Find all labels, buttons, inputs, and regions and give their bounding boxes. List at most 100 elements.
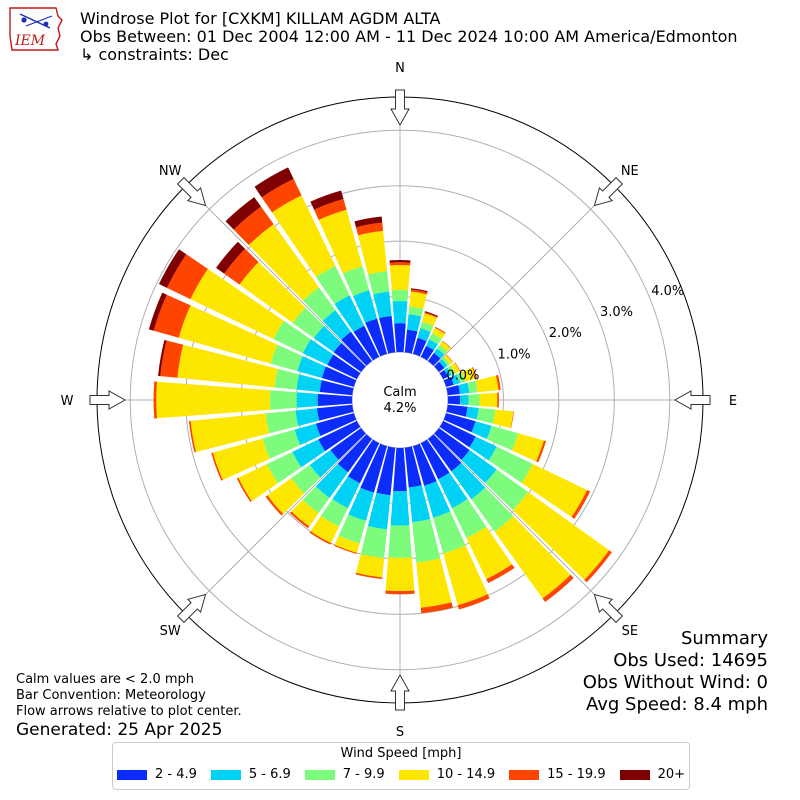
windrose-bar-30-bin-5 — [434, 326, 446, 334]
windrose-bar-190-bin-1 — [376, 446, 396, 496]
windrose-bar-120-bin-4 — [521, 463, 588, 518]
windrose-bar-270-bin-1 — [317, 393, 353, 407]
compass-label-s: S — [396, 725, 404, 740]
compass-arrow-n-icon — [390, 89, 410, 127]
windrose-bar-270-bin-4 — [156, 381, 271, 419]
windrose-bar-30-bin-3 — [429, 333, 442, 345]
windrose-bar-190-bin-3 — [360, 526, 388, 559]
windrose-bar-60-bin-5 — [454, 362, 461, 372]
windrose-bar-40-bin-3 — [437, 344, 448, 355]
windrose-bar-330-bin-5 — [261, 178, 302, 213]
windrose-bar-230-bin-1 — [330, 428, 366, 460]
windrose-bar-160-bin-3 — [433, 511, 466, 554]
iem-logo-icon: IEM — [9, 7, 63, 51]
windrose-bar-100-bin-1 — [446, 404, 468, 417]
windrose-bar-330-bin-1 — [353, 325, 380, 361]
windrose-bar-10-bin-2 — [407, 314, 422, 332]
windrose-bar-40-bin-4 — [439, 341, 451, 352]
windrose-bar-230-bin-3 — [291, 464, 321, 494]
windrose-bar-180-bin-2 — [390, 490, 410, 526]
windrose-bar-160-bin-2 — [424, 481, 451, 518]
legend-label: 7 - 9.9 — [342, 767, 385, 782]
windrose-bar-290-bin-6 — [148, 292, 167, 331]
windrose-bar-100-bin-4 — [492, 409, 514, 429]
legend-swatch — [398, 769, 429, 780]
windrose-bar-270-bin-2 — [296, 392, 318, 408]
windrose-bar-210-bin-1 — [347, 439, 380, 484]
windrose-bar-140-bin-4 — [494, 516, 571, 599]
windrose-bar-260-bin-1 — [316, 404, 354, 421]
windrose-bar-110-bin-5 — [536, 440, 547, 463]
windrose-bar-220-bin-5 — [289, 511, 310, 529]
windrose-bar-300-bin-4 — [190, 268, 284, 340]
windrose-bar-230-bin-2 — [309, 450, 339, 478]
windrose-bar-350-bin-3 — [368, 271, 390, 295]
windrose-bar-270-bin-5 — [153, 381, 158, 419]
windrose-bar-340-bin-3 — [342, 266, 370, 297]
compass-label-ne: NE — [621, 164, 639, 179]
windrose-bar-250-bin-3 — [262, 429, 301, 459]
windrose-bar-50-bin-3 — [441, 357, 450, 366]
windrose-bar-100-bin-5 — [510, 411, 514, 429]
windrose-bar-290-bin-2 — [297, 356, 326, 379]
compass-arrow-e-icon — [673, 390, 711, 410]
obs-range: Obs Between: 01 Dec 2004 12:00 AM - 11 D… — [80, 27, 738, 46]
windrose-bar-290-bin-4 — [178, 305, 278, 364]
windrose-bar-150-bin-4 — [466, 526, 513, 580]
compass-label-w: W — [61, 394, 74, 409]
windrose-bar-40-bin-1 — [428, 352, 441, 366]
windrose-bar-280-bin-5 — [160, 340, 184, 378]
radial-tick-label: 2.0% — [549, 326, 582, 341]
legend-label: 2 - 4.9 — [154, 767, 197, 782]
windrose-bar-340-bin-2 — [353, 290, 378, 323]
angular-gridline — [185, 185, 367, 367]
windrose-bar-280-bin-2 — [296, 374, 322, 392]
windrose-bar-300-bin-6 — [158, 249, 187, 288]
windrose-bar-260-bin-4 — [190, 413, 270, 452]
windrose-bar-290-bin-5 — [153, 294, 191, 338]
windrose-bar-170-bin-4 — [416, 558, 452, 608]
calm-label: Calm — [383, 385, 416, 400]
bar-convention-note: Bar Convention: Meteorology — [16, 688, 206, 703]
windrose-bar-260-bin-5 — [188, 420, 197, 453]
compass-label-sw: SW — [160, 624, 181, 639]
windrose-bar-10-bin-3 — [408, 306, 424, 317]
windrose-bar-30-bin-4 — [432, 327, 446, 339]
windrose-bar-320-bin-4 — [248, 224, 319, 301]
windrose-bar-300-bin-1 — [327, 354, 361, 380]
windrose-bar-90-bin-4 — [479, 392, 498, 408]
windrose-bar-110-bin-1 — [443, 412, 476, 433]
windrose-bar-350-bin-1 — [379, 315, 396, 354]
windrose-bar-330-bin-6 — [254, 167, 294, 198]
compass-arrow-sw-icon — [176, 593, 207, 624]
windrose-bar-20-bin-2 — [417, 328, 431, 342]
radial-gridline — [351, 351, 449, 449]
compass-label-e: E — [729, 394, 737, 409]
windrose-bar-330-bin-4 — [272, 195, 336, 278]
windrose-bar-320-bin-6 — [225, 197, 262, 230]
windrose-bar-300-bin-3 — [273, 320, 311, 354]
windrose-bar-110-bin-4 — [511, 433, 544, 462]
compass-arrow-ne-icon — [593, 176, 624, 207]
windrose-bar-70-bin-4 — [461, 367, 477, 382]
windrose-bar-250-bin-2 — [294, 423, 321, 446]
compass-arrow-nw-icon — [176, 176, 207, 207]
windrose-bar-100-bin-3 — [476, 407, 496, 424]
windrose-bar-250-bin-5 — [211, 452, 223, 481]
compass-arrow-w-icon — [89, 390, 127, 410]
windrose-bar-150-bin-1 — [420, 439, 450, 480]
windrose-bar-240-bin-2 — [292, 439, 326, 468]
radial-tick-label: 4.0% — [651, 284, 684, 299]
windrose-bar-90-bin-3 — [468, 394, 480, 406]
summary-panel: Summary Obs Used: 14695 Obs Without Wind… — [583, 628, 768, 716]
windrose-bar-0-bin-4 — [389, 264, 411, 291]
angular-gridline — [433, 433, 615, 615]
windrose-bar-310-bin-4 — [239, 261, 306, 323]
windrose-bar-120-bin-5 — [571, 490, 591, 519]
windrose-bar-320-bin-2 — [322, 310, 351, 340]
compass-label-nw: NW — [159, 164, 182, 179]
windrose-bar-30-bin-1 — [420, 345, 434, 361]
svg-text:IEM: IEM — [14, 33, 46, 49]
windrose-bar-260-bin-3 — [265, 410, 299, 434]
windrose-bar-210-bin-4 — [310, 516, 340, 544]
